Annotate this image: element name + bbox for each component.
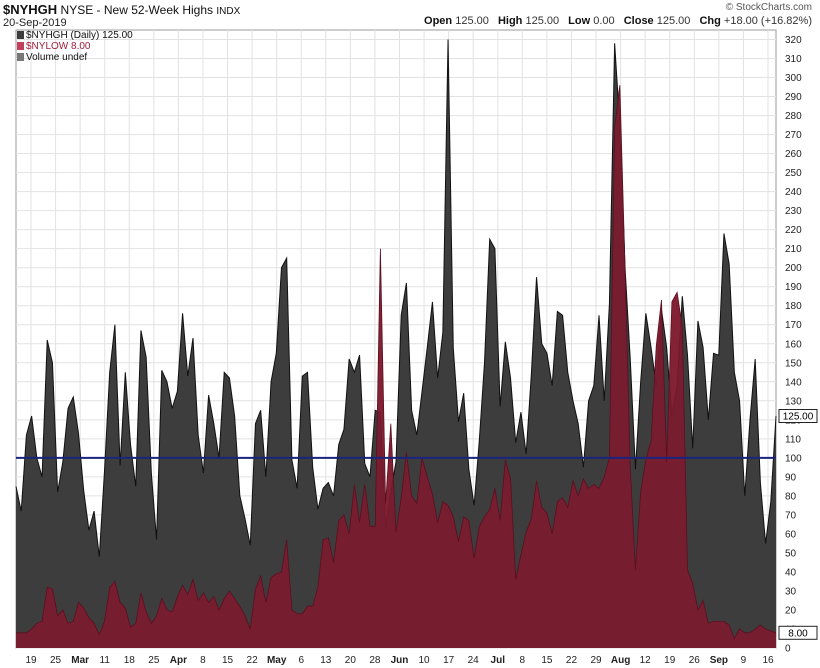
- series-area-nylow: [16, 85, 776, 648]
- y-tick-label: 90: [785, 472, 797, 483]
- series-line-nyhgh: [15, 39, 777, 557]
- symbol-description: NYSE - New 52-Week Highs: [60, 3, 214, 17]
- y-tick-label: 180: [785, 301, 802, 312]
- y-tick-label: 240: [785, 187, 802, 198]
- x-tick-label: 10: [419, 655, 431, 666]
- x-tick-label: 9: [741, 655, 747, 666]
- x-tick-label: 20: [345, 655, 357, 666]
- last-value-tag-nylow-box: [778, 625, 818, 640]
- legend-label-volume: Volume undef: [26, 52, 88, 63]
- y-tick-label: 290: [785, 92, 802, 103]
- y-tick-label: 200: [785, 263, 802, 274]
- x-tick-label: 12: [640, 655, 652, 666]
- last-value-tag-nyhgh-box: [778, 409, 818, 424]
- y-tick-label: 300: [785, 73, 802, 84]
- y-tick-label: 130: [785, 396, 802, 407]
- y-tick-label: 100: [785, 453, 802, 464]
- legend-swatch-highs: [17, 31, 24, 39]
- last-value-tag-nyhgh: 125.00: [783, 412, 814, 423]
- x-tick-label: 29: [590, 655, 602, 666]
- x-tick-label: 22: [247, 655, 259, 666]
- y-tick-label: 220: [785, 225, 802, 236]
- x-tick-label: 19: [25, 655, 37, 666]
- chart-title: $NYHGH NYSE - New 52-Week Highs INDX: [3, 2, 240, 17]
- x-tick-label: 15: [541, 655, 553, 666]
- y-tick-label: 190: [785, 282, 802, 293]
- high-value: 125.00: [525, 15, 560, 27]
- x-tick-label: 19: [664, 655, 676, 666]
- x-tick-label: 15: [222, 655, 234, 666]
- x-tick-label: Apr: [170, 655, 187, 666]
- y-tick-label: 40: [785, 567, 797, 578]
- y-tick-label: 230: [785, 206, 802, 217]
- ohlc-readout: © StockCharts.com Open 125.00 High 125.0…: [424, 2, 812, 27]
- x-tick-label: May: [267, 655, 287, 666]
- y-tick-label: 60: [785, 529, 797, 540]
- open-label: Open: [424, 15, 453, 27]
- x-tick-label: 8: [200, 655, 206, 666]
- x-tick-label: 24: [468, 655, 480, 666]
- legend-label-highs: $NYHGH (Daily) 125.00: [26, 30, 133, 41]
- y-tick-label: 0: [785, 644, 791, 655]
- y-tick-label: 70: [785, 510, 797, 521]
- x-tick-label: 25: [50, 655, 62, 666]
- x-tick-label: 16: [762, 655, 774, 666]
- high-label: High: [497, 15, 523, 27]
- x-tick-label: Mar: [71, 655, 89, 666]
- series-line-nylow: [16, 85, 777, 640]
- y-tick-label: 160: [785, 339, 802, 350]
- x-tick-label: 11: [100, 655, 111, 666]
- chg-value: +18.00 (+16.82%): [723, 15, 812, 27]
- close-value: 125.00: [656, 15, 691, 27]
- y-tick-label: 50: [785, 548, 797, 559]
- y-tick-label: 140: [785, 377, 802, 388]
- y-tick-label: 20: [785, 605, 797, 616]
- low-value: 0.00: [593, 15, 615, 27]
- x-tick-label: Sep: [710, 655, 728, 666]
- y-tick-label: 150: [785, 358, 802, 369]
- y-tick-label: 210: [785, 244, 802, 255]
- x-tick-label: 22: [566, 655, 578, 666]
- chg-label: Chg: [699, 15, 721, 27]
- y-tick-label: 320: [785, 35, 802, 46]
- x-tick-label: 17: [443, 655, 455, 666]
- x-tick-label: 28: [369, 655, 381, 666]
- copyright: © StockCharts.com: [725, 2, 812, 13]
- x-tick-label: 26: [689, 655, 701, 666]
- symbol: $NYHGH: [3, 2, 58, 17]
- x-tick-label: 8: [520, 655, 526, 666]
- legend-swatch-lows: [17, 42, 24, 50]
- x-tick-label: Jul: [491, 655, 506, 666]
- legend-item-lows: $NYLOW 8.00: [17, 41, 133, 52]
- y-tick-label: 110: [785, 434, 801, 445]
- close-label: Close: [623, 15, 654, 27]
- legend-swatch-volume: [17, 53, 24, 61]
- x-tick-label: Aug: [611, 655, 630, 666]
- y-tick-label: 310: [785, 54, 802, 65]
- y-tick-label: 280: [785, 111, 802, 122]
- x-tick-label: 13: [320, 655, 332, 666]
- legend-item-volume: Volume undef: [17, 52, 133, 63]
- low-label: Low: [568, 15, 591, 27]
- y-tick-label: 250: [785, 168, 802, 179]
- y-tick-label: 270: [785, 130, 802, 141]
- y-tick-label: 30: [785, 586, 797, 597]
- y-tick-label: 260: [785, 149, 802, 160]
- chart-date: 20-Sep-2019: [3, 17, 67, 29]
- last-value-tag-nylow: 8.00: [788, 628, 808, 639]
- open-value: 125.00: [455, 15, 489, 27]
- x-tick-label: Jun: [391, 655, 409, 666]
- x-tick-label: 6: [298, 655, 304, 666]
- legend: $NYHGH (Daily) 125.00 $NYLOW 8.00 Volume…: [17, 30, 133, 63]
- y-tick-label: 80: [785, 491, 797, 502]
- x-tick-label: 18: [124, 655, 136, 666]
- y-tick-label: 170: [785, 320, 802, 331]
- x-tick-label: 25: [148, 655, 160, 666]
- legend-item-highs: $NYHGH (Daily) 125.00: [17, 30, 133, 41]
- index-tag: INDX: [216, 6, 241, 17]
- legend-label-lows: $NYLOW 8.00: [26, 41, 91, 52]
